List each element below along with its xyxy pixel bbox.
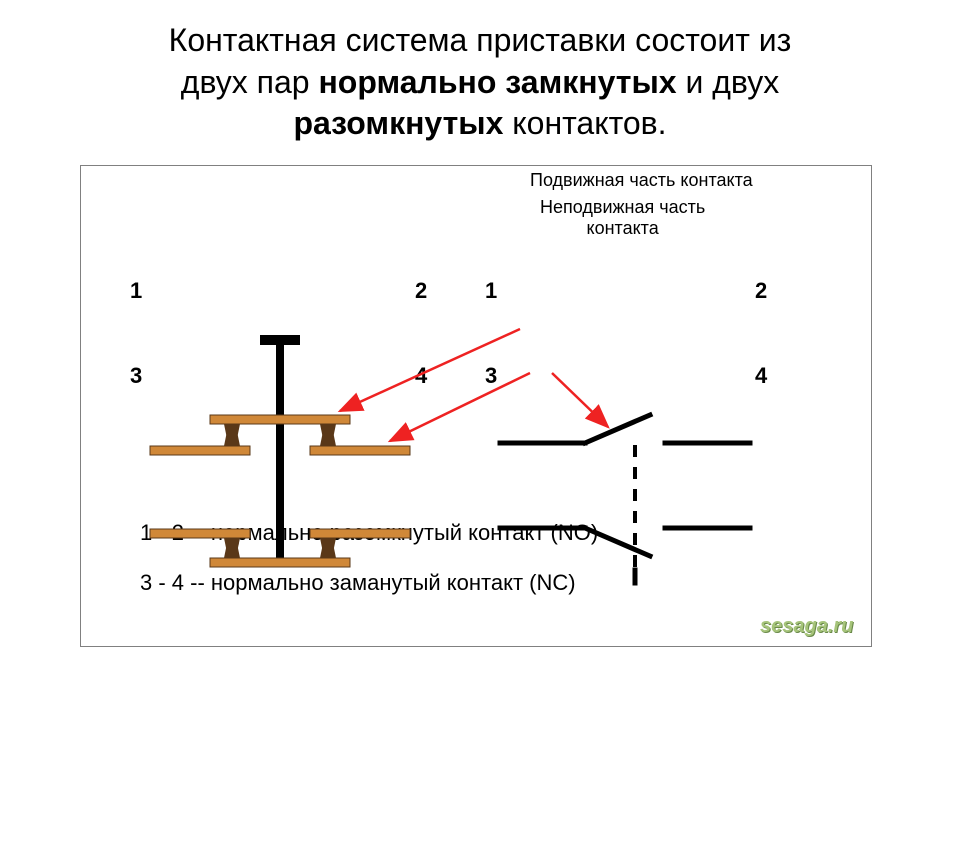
title-line3b: контактов. [503, 105, 666, 141]
diagram-svg [0, 145, 960, 865]
title-line2b: и двух [677, 64, 780, 100]
title-line3-bold: разомкнутых [293, 105, 503, 141]
title-line2-bold: нормально замкнутых [318, 64, 676, 100]
title-line1: Контактная система приставки состоит из [169, 22, 792, 58]
title-line2a: двух пар [181, 64, 319, 100]
page-title: Контактная система приставки состоит из … [0, 0, 960, 145]
